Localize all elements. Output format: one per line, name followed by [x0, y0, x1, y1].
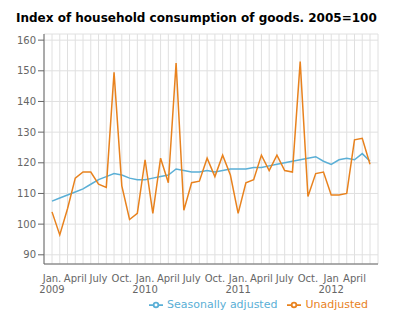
svg-text:Jan.2010: Jan.2010 — [132, 273, 157, 295]
svg-text:160: 160 — [17, 35, 36, 46]
svg-text:100: 100 — [17, 219, 36, 230]
html-text:Seasonally adjusted: Seasonally adjusted — [167, 298, 278, 311]
svg-text:Jan.2009: Jan.2009 — [39, 273, 64, 295]
svg-text:April: April — [157, 273, 180, 284]
svg-text:130: 130 — [17, 127, 36, 138]
svg-text:July: July — [275, 273, 294, 284]
svg-text:110: 110 — [17, 188, 36, 199]
svg-text:July: July — [89, 273, 108, 284]
svg-text:April: April — [64, 273, 87, 284]
svg-text:Oct.: Oct. — [205, 273, 225, 284]
svg-text:Jan.2011: Jan.2011 — [225, 273, 250, 295]
svg-text:Jan2012: Jan2012 — [318, 273, 343, 295]
svg-text:July: July — [182, 273, 201, 284]
html-text:Index of household consumption: Index of household consumption of goods.… — [16, 11, 377, 25]
svg-text:April: April — [250, 273, 273, 284]
svg-text:Oct.: Oct. — [112, 273, 132, 284]
svg-text:120: 120 — [17, 157, 36, 168]
html-text:Unadjusted: Unadjusted — [305, 298, 368, 311]
svg-text:140: 140 — [17, 96, 36, 107]
svg-text:Oct.: Oct. — [298, 273, 318, 284]
svg-text:150: 150 — [17, 65, 36, 76]
svg-text:April: April — [343, 273, 366, 284]
svg-text:90: 90 — [23, 249, 36, 260]
